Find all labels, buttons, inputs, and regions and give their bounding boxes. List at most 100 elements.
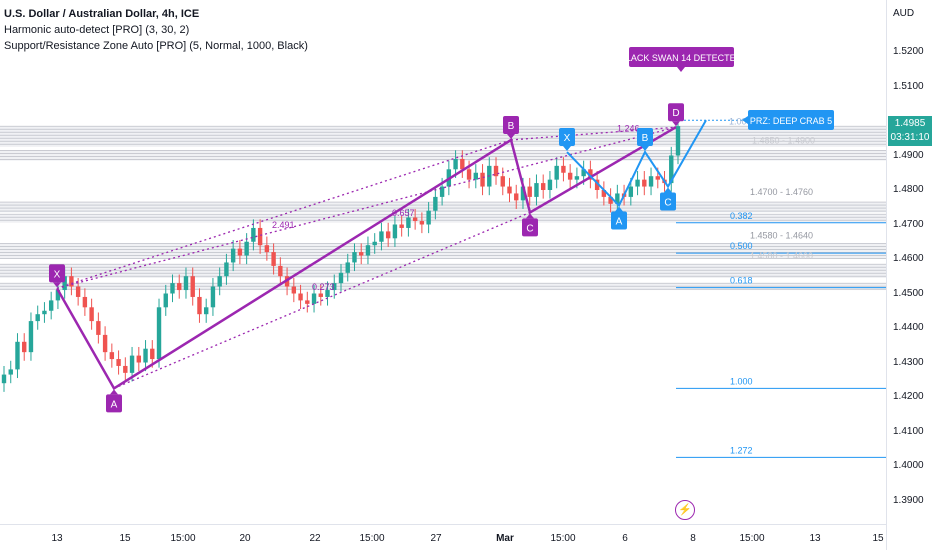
candle-body [561, 165, 566, 173]
candle-body [156, 307, 162, 360]
candle-body [123, 365, 128, 373]
point-badge-tip [664, 187, 672, 193]
candle-body [204, 307, 209, 315]
candle-body [567, 172, 573, 180]
candle-body [675, 126, 681, 156]
black-swan-callout: BLACK SWAN 14 DETECTED [620, 47, 743, 72]
time-tick: 15 [119, 533, 131, 544]
ratio-label: 2.491 [272, 220, 295, 230]
point-letter: X [54, 269, 61, 280]
candlesticks [1, 117, 681, 392]
time-tick: 15:00 [739, 533, 765, 544]
prz-tip [742, 116, 748, 124]
candle-body [55, 290, 61, 301]
price-axis[interactable]: 1.52001.51001.50001.49001.48001.47001.46… [886, 0, 932, 550]
time-tick: 20 [239, 533, 251, 544]
candle-body [96, 321, 101, 335]
candle-body [251, 227, 256, 242]
candle-body [527, 186, 532, 197]
candle-body [554, 165, 559, 180]
candle-body [163, 293, 168, 308]
candle-body [22, 341, 27, 353]
candle-body [197, 296, 202, 315]
candle-body [325, 290, 330, 297]
point-badge-bg [49, 264, 65, 283]
price-tick: 1.3900 [893, 494, 924, 506]
candle-body [318, 293, 323, 297]
candle-body [352, 252, 357, 263]
candle-body [109, 352, 115, 360]
time-tick: 13 [51, 533, 63, 544]
ratio-line-ac [113, 211, 531, 389]
point-letter: X [564, 133, 571, 144]
point-badge-bg [106, 394, 122, 413]
currency-label: AUD [893, 8, 915, 19]
candle-body [473, 172, 478, 180]
callout-text: BLACK SWAN 14 DETECTED [620, 53, 743, 63]
candle-body [291, 286, 297, 294]
candle-body [594, 179, 600, 190]
price-tick: 1.4400 [893, 322, 924, 333]
candle-body [541, 183, 546, 190]
candle-body [439, 186, 445, 197]
candle-body [669, 155, 674, 184]
point-x-blue: X [559, 128, 575, 152]
candle-body [433, 196, 438, 211]
ratio-line-xd [56, 126, 677, 289]
zone-range-label: 1.4580 - 1.4640 [750, 230, 813, 240]
zone-range-label: 1.4580 - 1.4600 [750, 251, 813, 261]
time-tick: 22 [309, 533, 321, 544]
candle-body [379, 231, 384, 242]
price-tick: 1.5200 [893, 46, 924, 57]
symbol-title[interactable]: U.S. Dollar / Australian Dollar, 4h, ICE [4, 8, 200, 20]
time-axis[interactable]: 13 15 15:00 20 22 15:00 27 Mar 15:00 6 8 15:00 13 15 [0, 524, 886, 551]
point-badge-tip [507, 133, 515, 139]
candle-body [278, 265, 283, 277]
point-badge-bg [637, 128, 653, 147]
point-b-blue: B [637, 128, 653, 152]
candle-body [237, 248, 243, 256]
candle-body [82, 296, 88, 308]
price-tick: 1.4500 [893, 287, 924, 299]
candle-body [385, 231, 391, 239]
support-resistance-zones [0, 125, 886, 291]
candle-body [635, 179, 640, 187]
candle-body [574, 176, 580, 180]
candle-body [35, 314, 40, 322]
point-badge-bg [503, 115, 519, 134]
candle-body [143, 348, 148, 363]
candle-body [642, 179, 647, 187]
zone-range-label: 1.4700 - 1.4760 [750, 187, 813, 197]
candle-body [69, 276, 74, 287]
candle-body [460, 158, 465, 170]
candle-body [453, 158, 458, 170]
time-tick: 6 [622, 533, 628, 544]
candle-body [426, 210, 431, 225]
zone-upper [0, 150, 886, 161]
indicator-harmonic[interactable]: Harmonic auto-detect [PRO] (3, 30, 2) [4, 24, 190, 36]
candle-body [500, 176, 505, 187]
time-tick: 15 [872, 533, 884, 544]
candle-body [62, 276, 67, 291]
bar-countdown: 03:31:10 [890, 132, 930, 143]
candle-body [136, 355, 141, 363]
candle-body [332, 283, 337, 291]
time-tick: Mar [496, 533, 514, 544]
candle-body [628, 186, 634, 197]
candle-body [648, 176, 654, 187]
candle-body [257, 227, 263, 246]
point-x-purple: X [49, 264, 65, 288]
candle-body [534, 183, 539, 197]
zone-lower2 [0, 264, 886, 278]
pattern-labels: X A B C D X A B C BLACK SWAN 14 DETECTED PRZ: DEEP… [49, 47, 834, 413]
indicator-sr-zone[interactable]: Support/Resistance Zone Auto [PRO] (5, N… [4, 40, 308, 52]
candle-body [305, 300, 310, 304]
callout-tip [677, 67, 685, 72]
point-badge-tip [526, 213, 534, 219]
lightning-icon[interactable]: ⚡ [675, 500, 695, 520]
candle-body [608, 196, 613, 204]
zone-mid2 [0, 214, 886, 223]
candle-body [177, 283, 182, 291]
candle-body [190, 276, 195, 297]
